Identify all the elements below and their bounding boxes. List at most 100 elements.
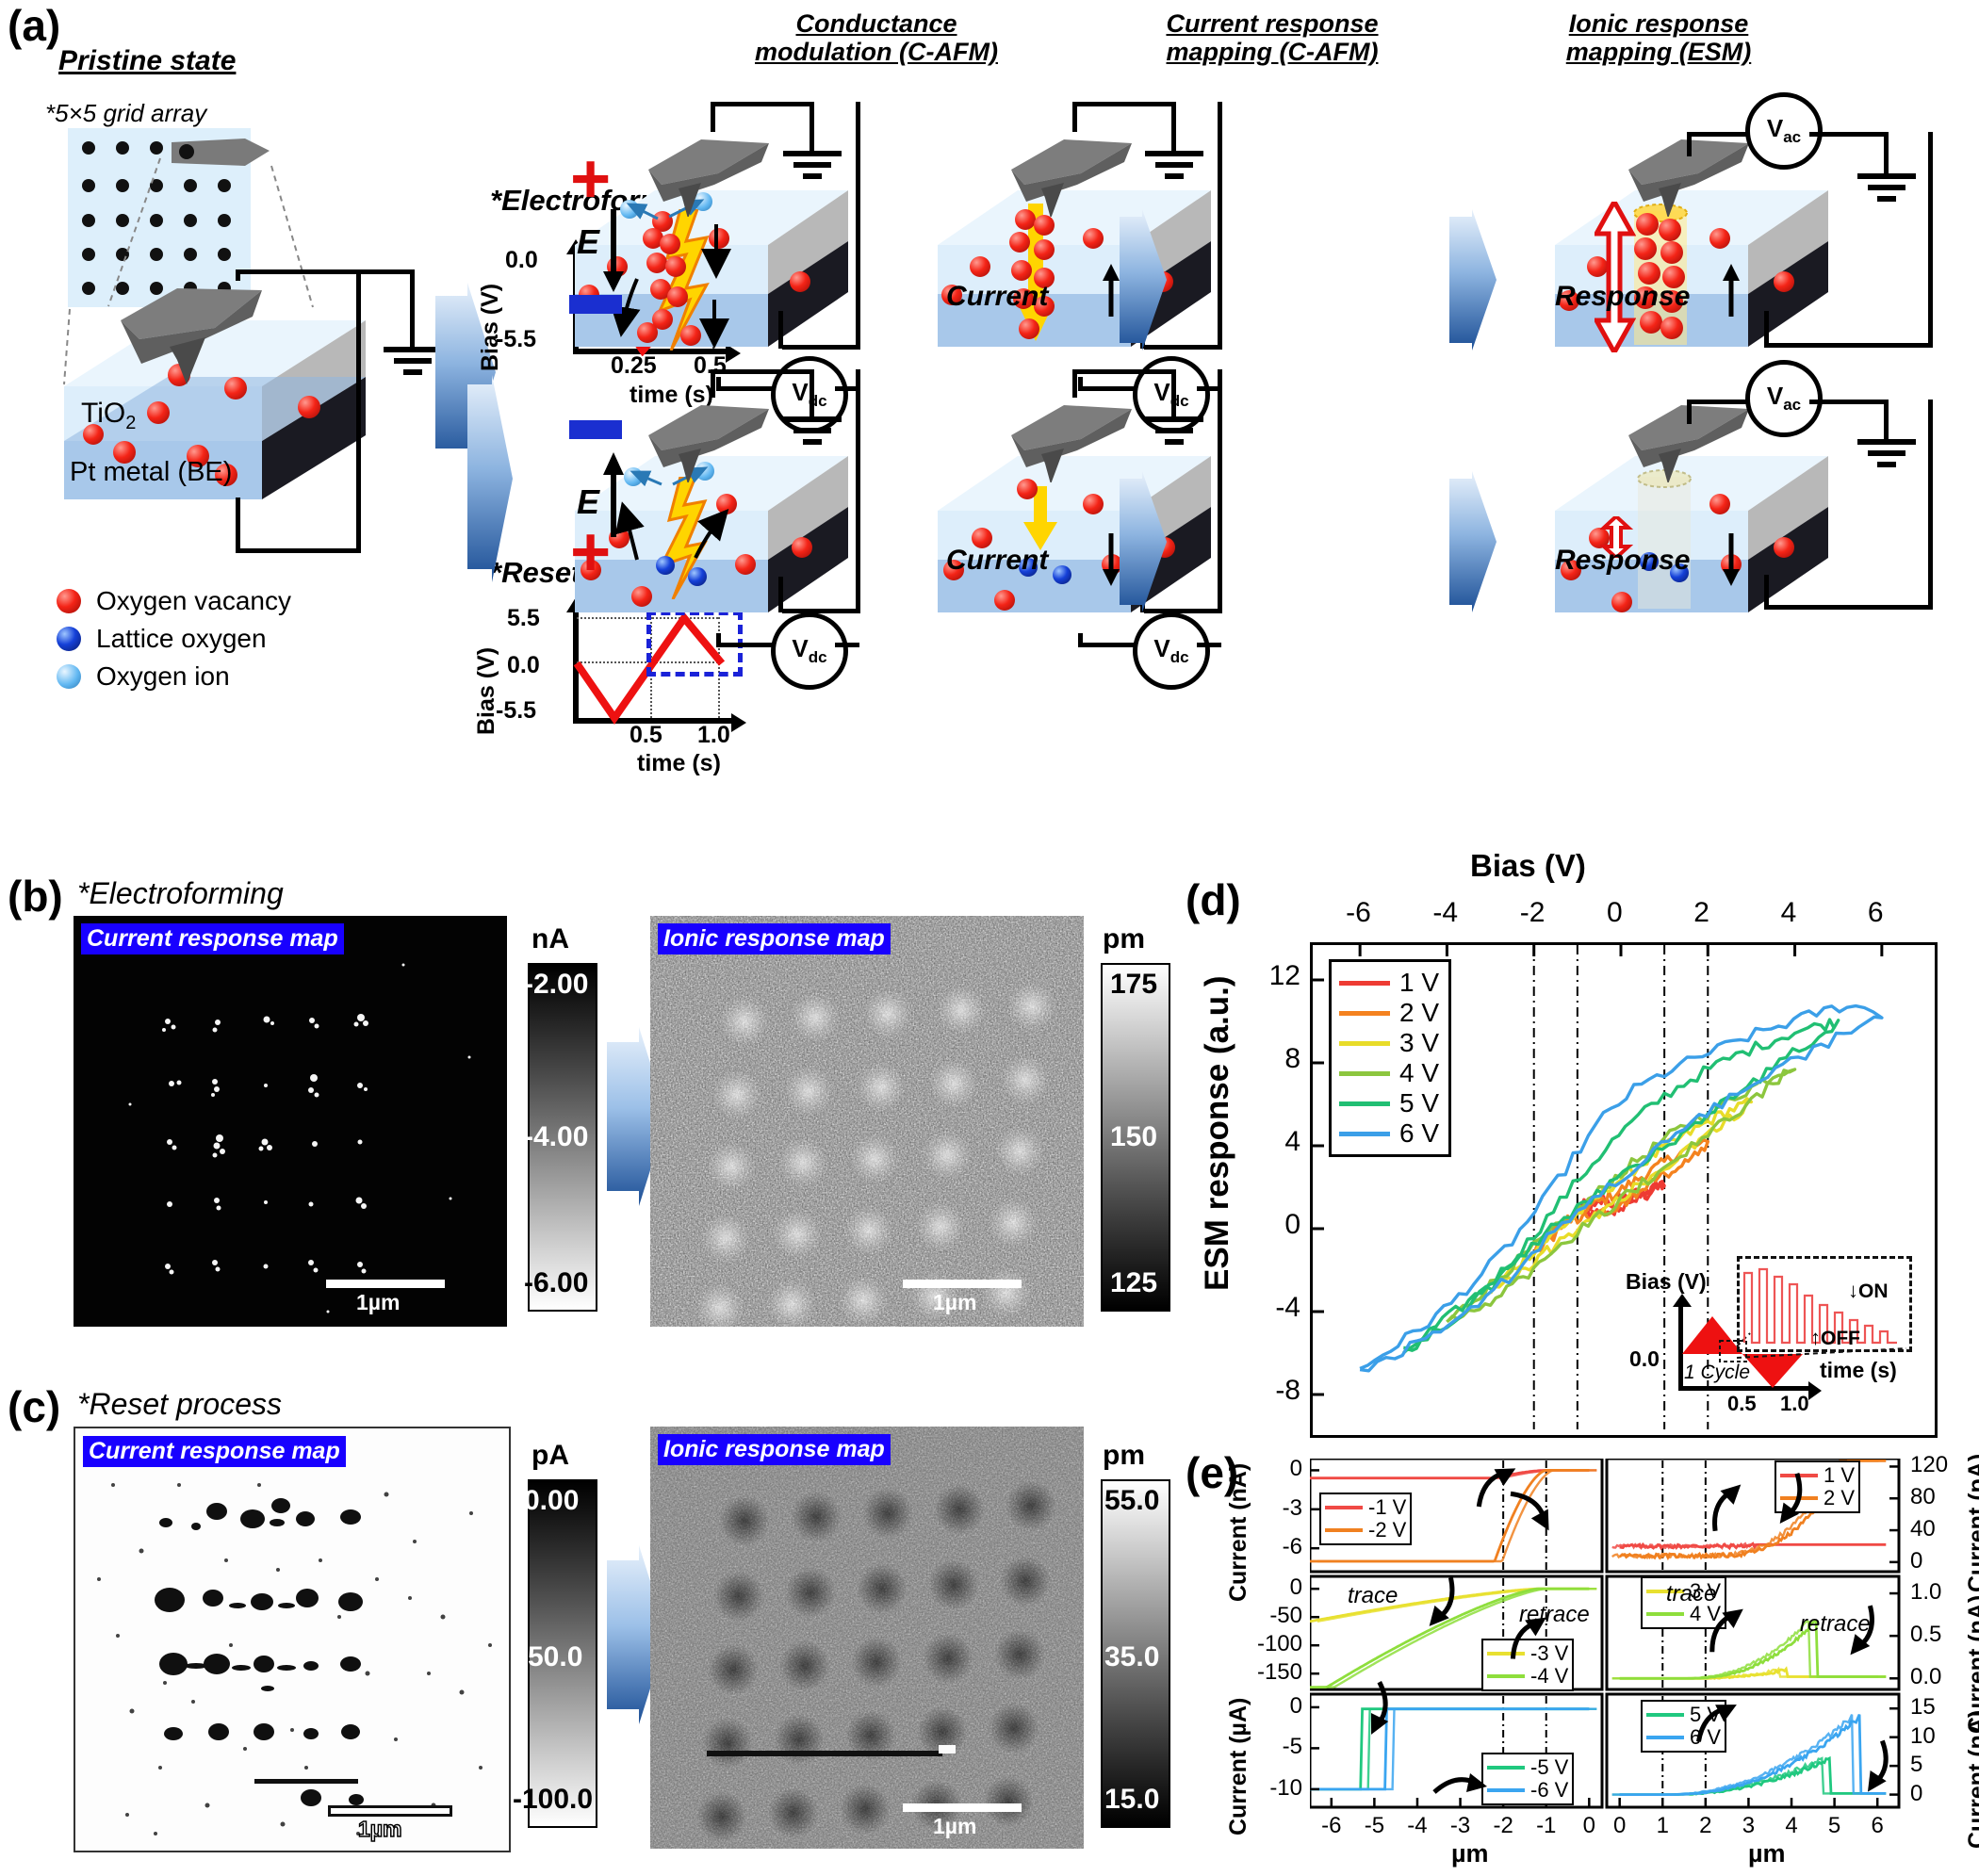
oxygen-vacancy-sphere: [1634, 286, 1657, 309]
reset-xaxis: [573, 718, 733, 724]
inset-ylabel: Bias (V): [1626, 1269, 1707, 1294]
pristine-circuit-wire-bot2: [236, 498, 240, 552]
panel-e-ytick: 0: [1289, 1456, 1302, 1482]
legend-label-0: Oxygen vacancy: [96, 586, 291, 615]
panel-c-right-cb-tick-2: 15.0: [1104, 1784, 1160, 1815]
panel-b-right-map-label: Ionic response map: [658, 923, 891, 954]
oxygen-vacancy-sphere: [1587, 256, 1608, 277]
sch4-wire-right-down: [856, 369, 860, 612]
panel-e-legend-row: -1 V: [1325, 1495, 1406, 1519]
oxygen-vacancy-sphere: [1662, 266, 1685, 288]
reset-ytick-0: 5.5: [507, 605, 540, 631]
sch4-wire-v-tip: [711, 369, 715, 398]
panel-c-ionic-map-svg: [650, 1427, 1084, 1849]
sch3-wire-down: [1928, 132, 1933, 347]
sch2-vdc-wire-left: [1078, 377, 1083, 390]
ground-symbol-sch2: [1144, 151, 1204, 183]
inset-xlabel: time (s): [1820, 1358, 1897, 1382]
panel-d-ytick: -4: [1275, 1292, 1300, 1323]
response-label-top: Response: [1555, 281, 1691, 312]
panel-e-legend-swatch: [1487, 1766, 1525, 1770]
ground-symbol-sch5: [1144, 416, 1204, 449]
inset-xaxis: [1678, 1386, 1810, 1391]
vdc-v: V: [792, 634, 809, 663]
pristine-device-block: TiO2 Pt metal (BE): [55, 283, 394, 565]
inset-yaxis: [1678, 1307, 1683, 1390]
panel-e-xlabel-right: µm: [1748, 1839, 1786, 1868]
response-down-arrow-bottom: [1723, 533, 1740, 586]
oxygen-vacancy-sphere: [1660, 241, 1683, 264]
panel-b-right-colorbar: [1101, 963, 1170, 1312]
sch5-vdc-wire-h: [1078, 643, 1137, 647]
inset-on-label: ↓ON: [1848, 1279, 1889, 1302]
panel-e-arrow-8: [1850, 1605, 1874, 1656]
panel-e-ytick: 10: [1910, 1722, 1936, 1749]
col-header-ionic-line2: mapping (ESM): [1565, 38, 1752, 67]
oxygen-vacancy-sphere: [792, 537, 812, 558]
panel-e-legend: -3 V -4 V: [1481, 1639, 1575, 1691]
oxygen-vacancy-sphere: [1589, 528, 1610, 548]
oxygen-vacancy-sphere: [1640, 311, 1662, 334]
panel-e-legend-label: 1 V: [1824, 1463, 1856, 1487]
panel-e-legend-row: -6 V: [1487, 1778, 1568, 1802]
sch1-wire-h-bottom: [782, 345, 860, 350]
sch4-wire-v-left-bottom: [778, 577, 783, 612]
sch1-wire-right-down: [856, 102, 860, 349]
panel-e-ylabel-r2-text: Current (pA): [1964, 1453, 1979, 1592]
oxygen-vacancy-sphere: [941, 285, 962, 305]
sch1-vdc-wire-left: [716, 377, 721, 390]
panel-e-retrace-label-right: retrace: [1800, 1611, 1871, 1637]
vdc-label: Vdc: [792, 636, 826, 665]
panel-b-left-scalebar: [326, 1280, 445, 1288]
panel-c-letter: (c): [8, 1382, 61, 1431]
vac-sub: ac: [1783, 396, 1802, 415]
oxygen-vacancy-sphere: [660, 234, 680, 254]
sch3-wire-bot-v: [1764, 311, 1769, 347]
oxygen-vacancy-sphere: [650, 279, 671, 300]
sch6-wire-v-tip: [1687, 400, 1692, 424]
panel-e-legend-row: 3 V: [1646, 1579, 1721, 1603]
panel-e-legend-swatch: [1646, 1612, 1684, 1616]
panel-d-legend-row: 6 V: [1339, 1118, 1439, 1149]
legend-oxygen-ion-icon: [57, 664, 81, 689]
panel-b-letter: (b): [8, 872, 63, 921]
panel-c-left-cb-tick-1: -50.0: [518, 1641, 583, 1672]
reset-xtick-1: 1.0: [697, 722, 730, 748]
reset-ytick-2: -5.5: [496, 697, 537, 724]
panel-e-xtick: 2: [1699, 1813, 1712, 1838]
vdc-sub: dc: [1169, 648, 1189, 667]
inset-off-text: OFF: [1821, 1328, 1860, 1349]
esm-filament-cylinder-faded: [1637, 469, 1692, 609]
sch3-wire-h-right: [1809, 132, 1889, 137]
electroforming-xaxis-arrow: [726, 344, 741, 363]
sch4-wire-v-right: [810, 369, 814, 418]
sch3-wire-h-top: [1687, 132, 1749, 137]
col-header-current-line1: Current response: [1166, 9, 1379, 38]
panel-e-legend-row: 6 V: [1646, 1725, 1722, 1749]
panel-c-left-scale-text: 1µm: [357, 1816, 402, 1842]
panel-d-legend-row: 5 V: [1339, 1088, 1439, 1118]
panel-d-legend-swatch: [1339, 980, 1390, 986]
panel-e-xtick: 5: [1827, 1813, 1841, 1838]
oxygen-vacancy-sphere: [1034, 296, 1055, 317]
panel-b-title: *Electroforming: [77, 876, 284, 910]
oxygen-vacancy-sphere: [665, 256, 686, 277]
panel-e-legend-row: -3 V: [1487, 1641, 1568, 1665]
panel-c-left-colorbar-unit: pA: [532, 1440, 569, 1471]
panel-e-legend-row: -2 V: [1325, 1518, 1406, 1542]
panel-d-legend-swatch: [1339, 1010, 1390, 1016]
panel-e-ytick: 0.5: [1910, 1622, 1942, 1648]
pristine-circuit-wire-v1: [410, 269, 415, 350]
schematic-conductance-top: [565, 139, 924, 377]
panel-e-ytick: 120: [1910, 1452, 1949, 1478]
panel-e-ytick: -100: [1256, 1631, 1302, 1657]
sch2-wire-v-tip: [1072, 102, 1077, 132]
panel-d-chart-svg: [1313, 945, 1884, 1429]
panel-e-legend-label: 6 V: [1690, 1725, 1722, 1749]
panel-e-legend-swatch: [1646, 1736, 1684, 1739]
panel-e-ylabel-r2: Current (pA): [1964, 1454, 1979, 1592]
vac-source-bottom: Vac: [1745, 360, 1823, 437]
panel-d-legend-swatch: [1339, 1070, 1390, 1076]
panel-e-ytick: 0: [1910, 1780, 1923, 1806]
